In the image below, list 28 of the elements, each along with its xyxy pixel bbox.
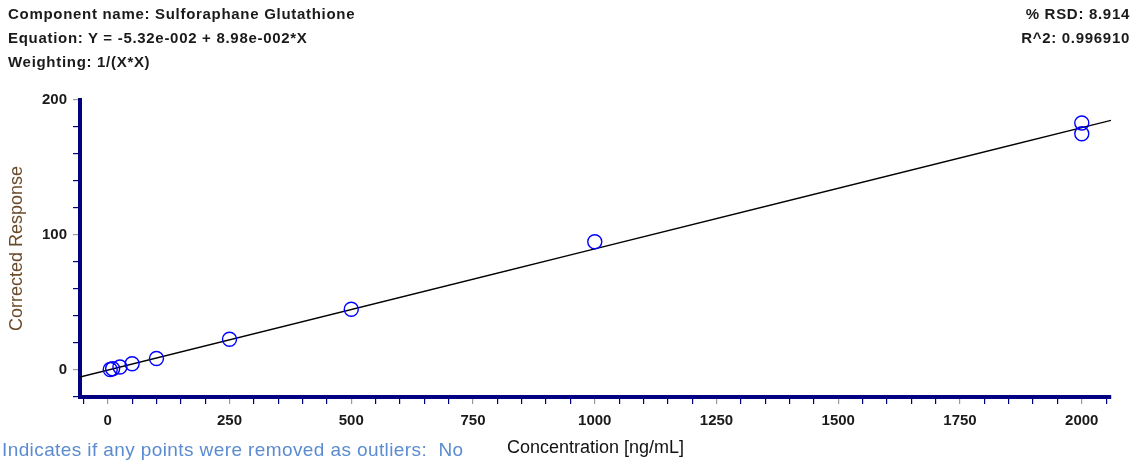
x-tick-label: 750 bbox=[460, 411, 486, 429]
chart-title: Component name: Sulforaphane Glutathione bbox=[8, 5, 356, 23]
x-tick-label: 0 bbox=[103, 411, 112, 429]
x-tick-label: 500 bbox=[338, 411, 364, 429]
y-tick-label: 100 bbox=[41, 225, 67, 243]
text: Weighting: 1/(X*X) bbox=[8, 53, 151, 71]
y-tick-label: 0 bbox=[58, 360, 67, 378]
chart-subtitle: Equation: Y = -5.32e-002 + 8.98e-002*X bbox=[8, 29, 308, 47]
x-tick-label: 1250 bbox=[699, 411, 734, 429]
text: % RSD: 8.914 bbox=[1025, 5, 1130, 23]
x-tick-label: 1000 bbox=[578, 411, 612, 429]
x-tick-label: 1750 bbox=[943, 411, 977, 429]
point bbox=[587, 234, 603, 250]
x-tick-label: 2000 bbox=[1065, 411, 1099, 429]
text: R^2: 0.996910 bbox=[1021, 29, 1130, 47]
point bbox=[124, 356, 140, 372]
point bbox=[112, 359, 128, 375]
point bbox=[221, 331, 238, 347]
y-axis-title: Corrected Response bbox=[5, 165, 26, 332]
text: Indicates if any points were removed as outliers: No bbox=[2, 439, 464, 461]
x-tick-label: 250 bbox=[217, 411, 243, 429]
point bbox=[1074, 126, 1090, 142]
point bbox=[343, 301, 359, 317]
point bbox=[1074, 115, 1090, 131]
point bbox=[148, 350, 165, 367]
x-tick-label: 1500 bbox=[821, 411, 855, 429]
x-axis-title: Concentration [ng/mL] bbox=[506, 437, 685, 458]
y-tick-label: 200 bbox=[41, 90, 67, 108]
